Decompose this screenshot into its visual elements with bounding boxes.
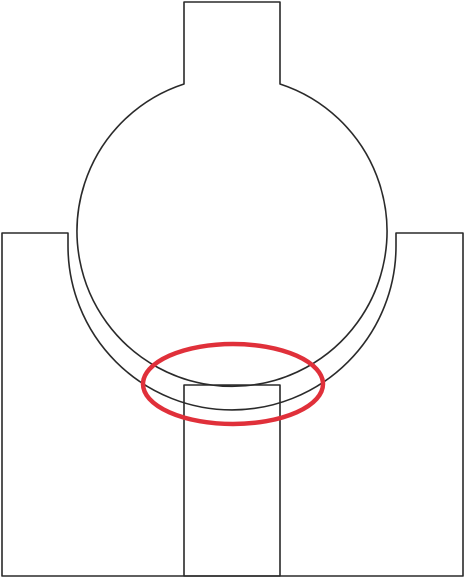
highlight-ellipse (140, 341, 326, 427)
socket-block (1, 232, 464, 577)
ball-with-stem (76, 1, 388, 388)
support-post (183, 384, 281, 577)
